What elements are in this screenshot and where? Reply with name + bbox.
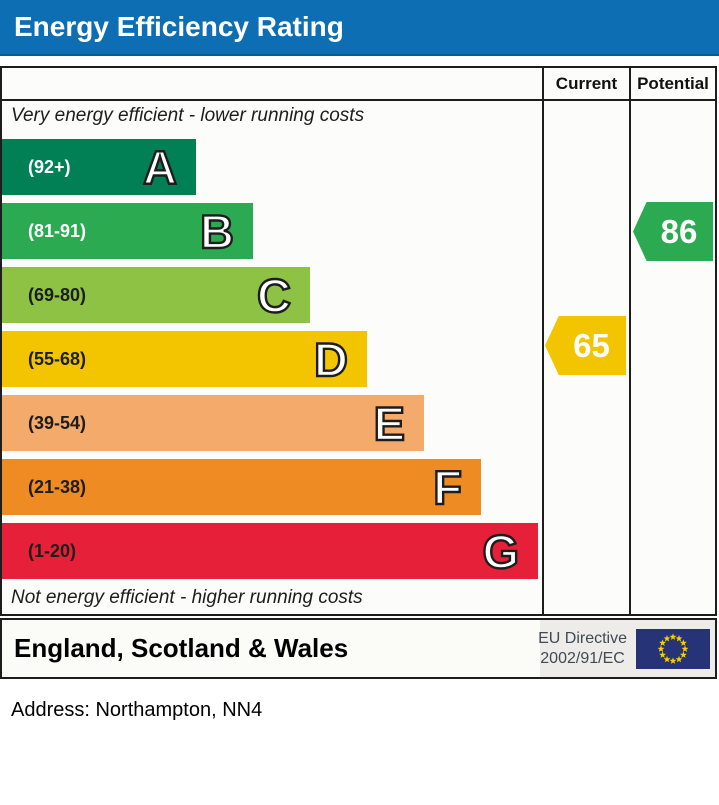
band-c: (69-80) C xyxy=(2,267,310,323)
potential-rating-arrow: 86 xyxy=(633,202,713,261)
band-d-letter: D xyxy=(313,332,349,386)
caption-very-efficient: Very energy efficient - lower running co… xyxy=(11,105,365,126)
footer-bar: England, Scotland & Wales EU Directive 2… xyxy=(0,618,717,679)
chart-title: Energy Efficiency Rating xyxy=(14,11,344,42)
band-a: (92+) A xyxy=(2,139,196,195)
column-header-current: Current xyxy=(555,74,618,93)
potential-rating-value: 86 xyxy=(660,212,698,250)
caption-not-efficient: Not energy efficient - higher running co… xyxy=(11,587,363,608)
column-header-potential: Potential xyxy=(637,74,709,93)
potential-column-divider xyxy=(629,68,631,614)
eu-directive-block: EU Directive 2002/91/EC xyxy=(538,620,710,677)
band-f-letter: F xyxy=(432,460,463,514)
band-d: (55-68) D xyxy=(2,331,367,387)
eu-directive-line1: EU Directive xyxy=(538,629,627,647)
band-e-range: (39-54) xyxy=(28,412,87,433)
band-g: (1-20) G xyxy=(2,523,538,579)
band-f-range: (21-38) xyxy=(28,476,87,497)
band-b-letter: B xyxy=(199,204,235,258)
band-a-range: (92+) xyxy=(28,156,71,177)
band-g-range: (1-20) xyxy=(28,540,77,561)
band-a-letter: A xyxy=(142,140,178,194)
current-rating-value: 65 xyxy=(573,326,610,364)
band-c-range: (69-80) xyxy=(28,284,87,305)
band-b: (81-91) B xyxy=(2,203,253,259)
band-e: (39-54) E xyxy=(2,395,424,451)
eu-directive-line2: 2002/91/EC xyxy=(540,649,625,667)
address-line: Address: Northampton, NN4 xyxy=(11,699,263,721)
band-g-letter: G xyxy=(481,524,520,578)
band-e-letter: E xyxy=(372,396,406,450)
current-column-divider xyxy=(542,68,544,614)
band-f: (21-38) F xyxy=(2,459,481,515)
current-rating-arrow: 65 xyxy=(545,316,626,375)
band-d-range: (55-68) xyxy=(28,348,87,369)
chart-title-bar: Energy Efficiency Rating xyxy=(0,0,719,56)
region-label: England, Scotland & Wales xyxy=(14,633,349,663)
band-b-range: (81-91) xyxy=(28,220,87,241)
eu-directive-text: EU Directive 2002/91/EC xyxy=(538,629,627,669)
eu-flag-icon xyxy=(636,628,710,669)
band-c-letter: C xyxy=(256,268,292,322)
header-row-border xyxy=(2,99,715,101)
rating-chart: Current Potential Very energy efficient … xyxy=(0,66,717,616)
